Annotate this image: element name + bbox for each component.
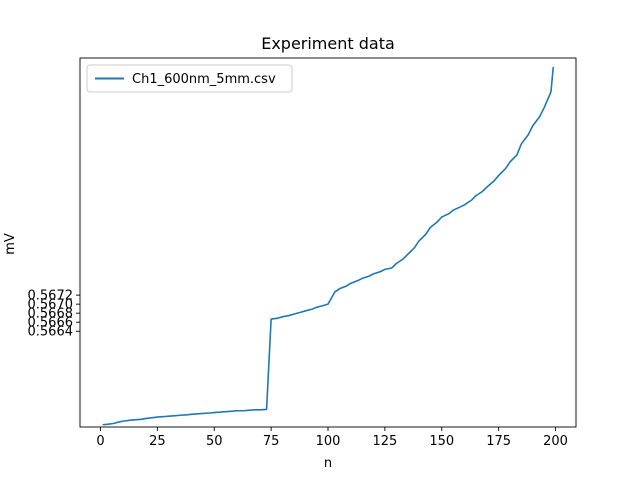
legend-label: Ch1_600nm_5mm.csv: [132, 72, 276, 87]
legend: Ch1_600nm_5mm.csv: [86, 64, 293, 93]
x-tick-label: 50: [206, 434, 223, 449]
y-tick-label: 0.5672: [28, 289, 74, 304]
x-tick-label: 25: [149, 434, 166, 449]
x-tick-label: 200: [543, 434, 568, 449]
x-tick-label: 150: [429, 434, 454, 449]
x-axis-label: n: [324, 456, 332, 471]
x-tick-label: 175: [486, 434, 511, 449]
y-tick-label: 0.5668: [28, 307, 74, 322]
x-axis-ticks: 0 25 50 75 100 125 150 175 200: [96, 427, 568, 449]
chart-title: Experiment data: [261, 34, 395, 53]
y-axis-label: mV: [3, 233, 18, 255]
legend-box: [86, 64, 293, 93]
y-tick-label: 0.5664: [28, 325, 74, 340]
x-tick-label: 75: [263, 434, 280, 449]
x-tick-label: 125: [372, 434, 397, 449]
y-tick-label: 0.5666: [28, 316, 74, 331]
y-tick-label: 0.5670: [28, 298, 74, 313]
x-tick-label: 0: [96, 434, 104, 449]
x-tick-label: 100: [316, 434, 341, 449]
series-line-ch1: [102, 66, 555, 426]
